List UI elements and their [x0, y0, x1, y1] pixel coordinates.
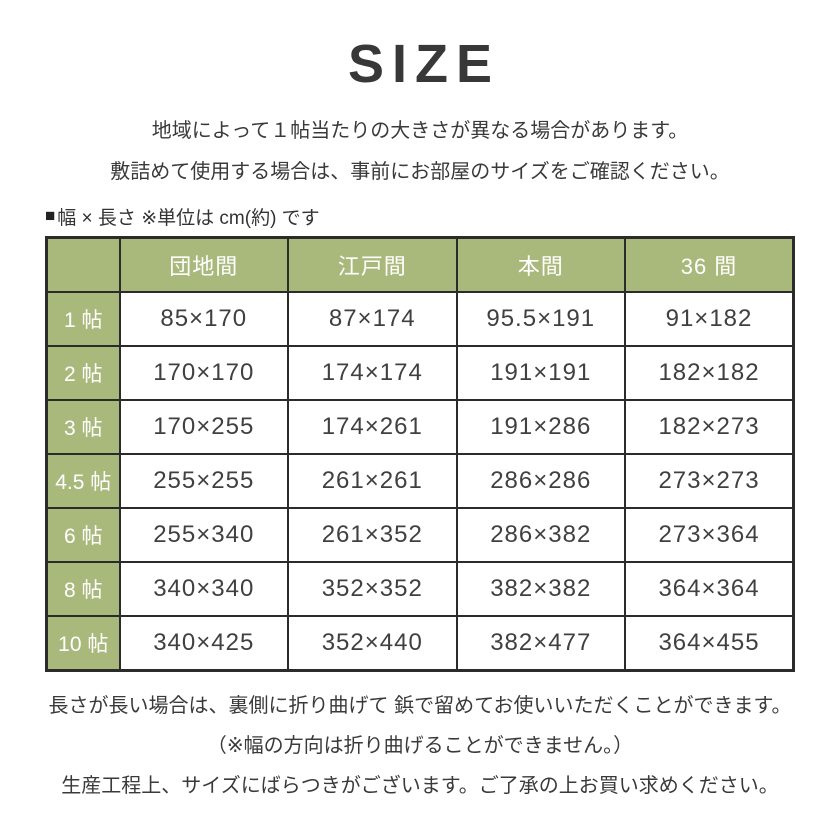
size-value: 191×286: [455, 398, 626, 455]
row-label: 4.5 帖: [45, 452, 121, 509]
size-value: 261×261: [287, 452, 458, 509]
size-value: 182×182: [624, 344, 795, 401]
size-value: 261×352: [287, 506, 458, 563]
size-value: 91×182: [624, 290, 795, 347]
table-row: 1 帖 85×170 87×174 95.5×191 91×182: [45, 290, 795, 347]
intro-line-1: 地域によって１帖当たりの大きさが異なる場合があります。: [151, 119, 689, 142]
table-row: 6 帖 255×340 261×352 286×382 273×364: [45, 506, 795, 563]
size-value: 352×440: [287, 614, 458, 672]
square-bullet-icon: ■: [45, 206, 56, 226]
size-value: 382×477: [455, 614, 626, 672]
footer-notes: 長さが長い場合は、裏側に折り曲げて 鋲で留めてお使いいただくことができます。 （…: [0, 686, 840, 806]
header-cell-danchima: 団地間: [118, 236, 289, 293]
row-label: 1 帖: [45, 290, 121, 347]
table-caption: ■ 幅 × 長さ ※単位は cm(約) です: [45, 203, 795, 230]
size-value: 273×364: [624, 506, 795, 563]
intro-text: 地域によって１帖当たりの大きさが異なる場合があります。 敷詰めて使用する場合は、…: [0, 111, 840, 193]
size-value: 87×174: [287, 290, 458, 347]
intro-line-2: 敷詰めて使用する場合は、事前にお部屋のサイズをご確認ください。: [110, 160, 730, 183]
row-label: 10 帖: [45, 614, 121, 672]
header-cell-honma: 本間: [455, 236, 626, 293]
table-header-row: 団地間 江戸間 本間 36 間: [45, 236, 795, 293]
size-value: 95.5×191: [455, 290, 626, 347]
header-cell-edoma: 江戸間: [287, 236, 458, 293]
size-value: 170×170: [118, 344, 289, 401]
size-value: 170×255: [118, 398, 289, 455]
table-caption-text: 幅 × 長さ ※単位は cm(約) です: [57, 207, 320, 229]
row-label: 2 帖: [45, 344, 121, 401]
size-value: 340×425: [118, 614, 289, 672]
row-label: 3 帖: [45, 398, 121, 455]
size-value: 255×340: [118, 506, 289, 563]
size-value: 352×352: [287, 560, 458, 617]
size-value: 273×273: [624, 452, 795, 509]
size-value: 182×273: [624, 398, 795, 455]
page-title: SIZE: [347, 34, 501, 94]
row-label: 8 帖: [45, 560, 121, 617]
note-line-1: 長さが長い場合は、裏側に折り曲げて 鋲で留めてお使いいただくことができます。: [48, 694, 792, 717]
table-row: 3 帖 170×255 174×261 191×286 182×273: [45, 398, 795, 455]
size-value: 286×286: [455, 452, 626, 509]
size-value: 364×364: [624, 560, 795, 617]
header-cell-empty: [45, 236, 121, 293]
size-value: 286×382: [455, 506, 626, 563]
table-row: 2 帖 170×170 174×174 191×191 182×182: [45, 344, 795, 401]
size-value: 174×174: [287, 344, 458, 401]
size-value: 255×255: [118, 452, 289, 509]
size-value: 340×340: [118, 560, 289, 617]
size-value: 364×455: [624, 614, 795, 672]
note-line-3: 生産工程上、サイズにばらつきがございます。ご了承の上お買い求めください。: [61, 774, 779, 797]
row-label: 6 帖: [45, 506, 121, 563]
table-row: 4.5 帖 255×255 261×261 286×286 273×273: [45, 452, 795, 509]
size-value: 85×170: [118, 290, 289, 347]
size-value: 174×261: [287, 398, 458, 455]
size-value: 382×382: [455, 560, 626, 617]
size-value: 191×191: [455, 344, 626, 401]
size-table: 団地間 江戸間 本間 36 間 1 帖 85×170 87×174 95.5×1…: [45, 235, 795, 672]
table-row: 8 帖 340×340 352×352 382×382 364×364: [45, 560, 795, 617]
note-line-2: （※幅の方向は折り曲げることができません。）: [206, 734, 634, 757]
table-row: 10 帖 340×425 352×440 382×477 364×455: [45, 614, 795, 672]
header-cell-36ma: 36 間: [624, 236, 795, 293]
